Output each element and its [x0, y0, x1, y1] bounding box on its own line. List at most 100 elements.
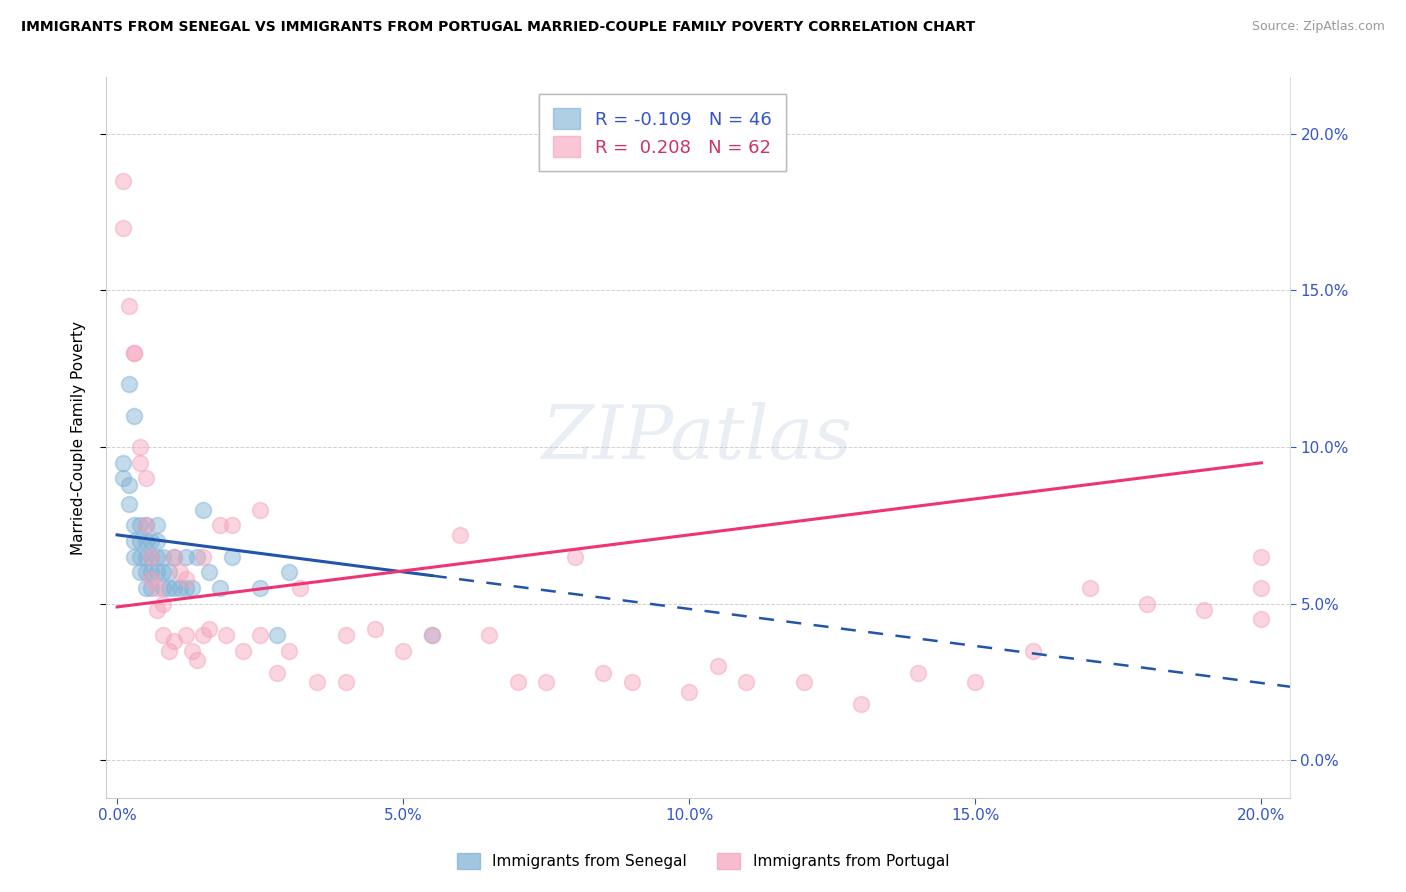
Point	[141, 534, 163, 549]
Point	[849, 697, 872, 711]
Point	[1136, 597, 1159, 611]
Point	[152, 549, 174, 564]
Point	[564, 549, 586, 564]
Point	[141, 549, 163, 564]
Point	[124, 346, 146, 360]
Point	[135, 581, 157, 595]
Point	[1021, 644, 1043, 658]
Point	[536, 675, 558, 690]
Point	[180, 644, 202, 658]
Point	[152, 581, 174, 595]
Point	[141, 572, 163, 586]
Point	[307, 675, 329, 690]
Point	[209, 518, 232, 533]
Point	[209, 581, 232, 595]
Point	[221, 518, 243, 533]
Point	[117, 377, 139, 392]
Point	[124, 549, 146, 564]
Point	[169, 566, 191, 580]
Point	[965, 675, 987, 690]
Point	[449, 528, 471, 542]
Point	[129, 549, 152, 564]
Point	[146, 603, 169, 617]
Point	[141, 566, 163, 580]
Point	[117, 477, 139, 491]
Point	[174, 628, 197, 642]
Point	[335, 628, 357, 642]
Point	[420, 628, 443, 642]
Point	[163, 634, 186, 648]
Point	[146, 566, 169, 580]
Point	[146, 581, 169, 595]
Point	[186, 549, 208, 564]
Point	[1078, 581, 1101, 595]
Point	[111, 471, 134, 485]
Point	[197, 566, 219, 580]
Point	[392, 644, 415, 658]
Point	[191, 628, 214, 642]
Legend: R = -0.109   N = 46, R =  0.208   N = 62: R = -0.109 N = 46, R = 0.208 N = 62	[538, 94, 786, 171]
Point	[141, 581, 163, 595]
Point	[135, 471, 157, 485]
Point	[135, 549, 157, 564]
Point	[141, 549, 163, 564]
Point	[146, 534, 169, 549]
Point	[163, 549, 186, 564]
Point	[169, 581, 191, 595]
Point	[174, 572, 197, 586]
Point	[1250, 581, 1272, 595]
Point	[506, 675, 529, 690]
Point	[174, 549, 197, 564]
Point	[363, 622, 385, 636]
Point	[174, 581, 197, 595]
Point	[290, 581, 312, 595]
Point	[129, 534, 152, 549]
Point	[163, 581, 186, 595]
Legend: Immigrants from Senegal, Immigrants from Portugal: Immigrants from Senegal, Immigrants from…	[451, 847, 955, 875]
Point	[191, 549, 214, 564]
Point	[135, 518, 157, 533]
Point	[146, 518, 169, 533]
Point	[266, 665, 288, 680]
Point	[678, 684, 700, 698]
Point	[152, 597, 174, 611]
Point	[277, 566, 299, 580]
Point	[707, 659, 730, 673]
Point	[163, 549, 186, 564]
Point	[111, 456, 134, 470]
Point	[232, 644, 254, 658]
Point	[135, 534, 157, 549]
Point	[215, 628, 238, 642]
Text: Source: ZipAtlas.com: Source: ZipAtlas.com	[1251, 20, 1385, 33]
Point	[129, 518, 152, 533]
Point	[249, 503, 271, 517]
Text: IMMIGRANTS FROM SENEGAL VS IMMIGRANTS FROM PORTUGAL MARRIED-COUPLE FAMILY POVERT: IMMIGRANTS FROM SENEGAL VS IMMIGRANTS FR…	[21, 20, 976, 34]
Point	[249, 628, 271, 642]
Point	[152, 628, 174, 642]
Point	[191, 503, 214, 517]
Point	[124, 409, 146, 423]
Point	[124, 346, 146, 360]
Point	[129, 566, 152, 580]
Point	[1250, 612, 1272, 626]
Point	[197, 622, 219, 636]
Point	[124, 534, 146, 549]
Point	[478, 628, 501, 642]
Point	[157, 644, 180, 658]
Point	[135, 518, 157, 533]
Point	[180, 581, 202, 595]
Point	[621, 675, 644, 690]
Point	[735, 675, 758, 690]
Text: ZIPatlas: ZIPatlas	[543, 401, 853, 474]
Point	[907, 665, 929, 680]
Point	[111, 220, 134, 235]
Point	[249, 581, 271, 595]
Point	[157, 566, 180, 580]
Point	[129, 440, 152, 454]
Point	[1192, 603, 1215, 617]
Point	[117, 497, 139, 511]
Point	[1250, 549, 1272, 564]
Point	[117, 299, 139, 313]
Point	[592, 665, 614, 680]
Point	[420, 628, 443, 642]
